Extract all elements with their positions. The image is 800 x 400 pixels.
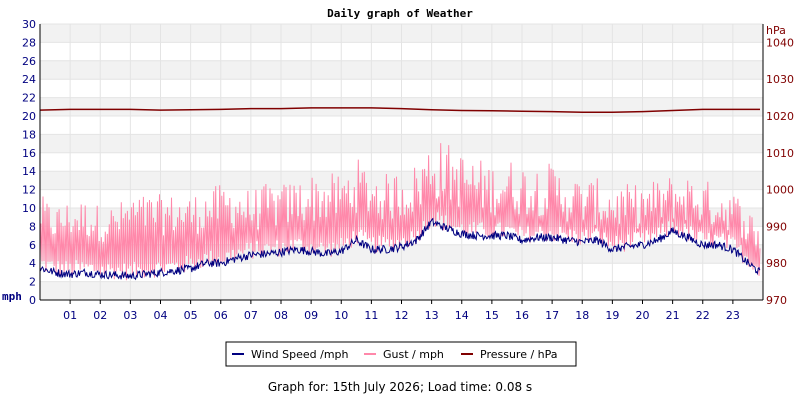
right-tick-label: 1030 [766, 73, 794, 86]
left-tick-label: 10 [22, 202, 36, 215]
left-axis-unit: mph [2, 290, 22, 303]
x-tick-label: 22 [696, 309, 710, 322]
legend-gust-label: Gust / mph [383, 348, 444, 361]
left-tick-label: 4 [29, 257, 36, 270]
x-tick-label: 11 [364, 309, 378, 322]
left-tick-label: 24 [22, 73, 36, 86]
x-tick-label: 09 [304, 309, 318, 322]
footer-text: Graph for: 15th July 2026; Load time: 0.… [267, 380, 533, 394]
legend-wind-label: Wind Speed /mph [251, 348, 349, 361]
left-tick-label: 2 [29, 276, 36, 289]
right-tick-label: 1000 [766, 184, 794, 197]
left-tick-label: 22 [22, 92, 36, 105]
x-tick-label: 16 [515, 309, 529, 322]
left-tick-label: 12 [22, 184, 36, 197]
wind-speed-line [39, 217, 761, 281]
left-tick-label: 0 [29, 294, 36, 307]
x-tick-label: 08 [274, 309, 288, 322]
x-tick-label: 07 [244, 309, 258, 322]
right-tick-label: 990 [766, 220, 787, 233]
left-tick-label: 18 [22, 128, 36, 141]
x-tick-label: 05 [184, 309, 198, 322]
right-tick-label: 970 [766, 294, 787, 307]
gust-series [39, 143, 761, 281]
right-axis-unit: hPa [766, 24, 786, 37]
x-tick-label: 17 [545, 309, 559, 322]
x-tick-label: 18 [575, 309, 589, 322]
x-tick-label: 21 [666, 309, 680, 322]
x-tick-label: 06 [214, 309, 228, 322]
pressure-line [39, 107, 760, 114]
x-tick-label: 04 [154, 309, 168, 322]
right-tick-label: 1020 [766, 110, 794, 123]
legend-box [225, 341, 577, 367]
gust-line [39, 143, 761, 281]
x-tick-label: 15 [485, 309, 499, 322]
x-tick-label: 03 [123, 309, 137, 322]
wind-series [39, 217, 761, 281]
x-tick-label: 13 [425, 309, 439, 322]
right-tick-label: 980 [766, 257, 787, 270]
chart-title: Daily graph of Weather [327, 7, 473, 20]
left-tick-label: 8 [29, 220, 36, 233]
x-tick-label: 20 [636, 309, 650, 322]
left-tick-label: 14 [22, 165, 36, 178]
x-tick-label: 10 [334, 309, 348, 322]
left-tick-label: 26 [22, 55, 36, 68]
left-tick-label: 30 [22, 18, 36, 31]
legend: Wind Speed /mph Gust / mph Pressure / hPa [225, 341, 577, 367]
x-tick-label: 12 [395, 309, 409, 322]
left-tick-label: 6 [29, 239, 36, 252]
x-tick-label: 01 [63, 309, 77, 322]
x-tick-label: 02 [93, 309, 107, 322]
left-tick-label: 20 [22, 110, 36, 123]
gridlines [39, 23, 764, 301]
x-tick-label: 14 [455, 309, 469, 322]
right-tick-label: 1040 [766, 36, 794, 49]
right-tick-label: 1010 [766, 147, 794, 160]
legend-pressure-label: Pressure / hPa [480, 348, 558, 361]
left-tick-label: 16 [22, 147, 36, 160]
x-tick-label: 19 [605, 309, 619, 322]
left-tick-label: 28 [22, 36, 36, 49]
pressure-series [39, 107, 760, 114]
x-tick-label: 23 [726, 309, 740, 322]
